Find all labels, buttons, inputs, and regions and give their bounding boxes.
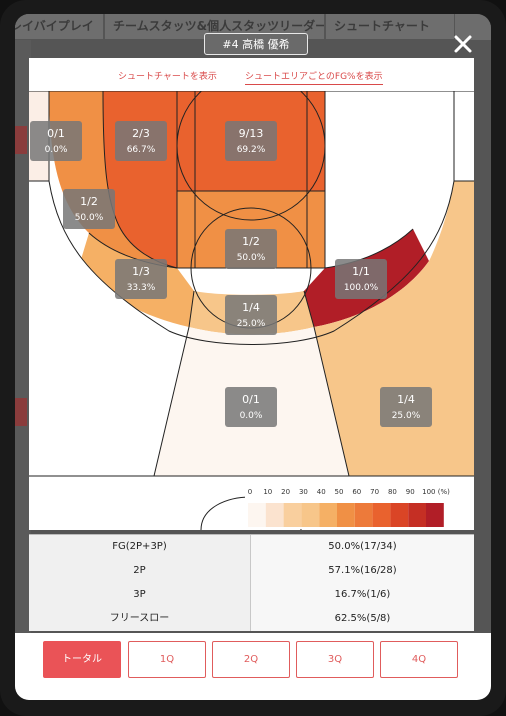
fg-stats-table: FG(2P+3P) 50.0%(17/34) 2P 57.1%(16/28) 3…: [29, 534, 474, 635]
table-row: 2P 57.1%(16/28): [29, 559, 474, 583]
svg-text:1/2: 1/2: [242, 235, 260, 248]
svg-text:25.0%: 25.0%: [237, 319, 266, 329]
zone-labels: 0/1 0.0% 2/3 66.7% 9/13 69.2% 1/2 50.0%: [30, 121, 432, 427]
quarter-3-button[interactable]: 3Q: [296, 641, 374, 678]
zone-label-paint-center: 1/2 50.0%: [225, 229, 277, 269]
legend-tick-label: 50: [335, 488, 344, 496]
legend-tick-label: 90: [406, 488, 415, 496]
svg-text:1/4: 1/4: [397, 393, 415, 406]
background-tab-playbyplay: レイバイプレイ: [15, 14, 104, 40]
stat-label: 2P: [29, 559, 251, 583]
table-row: 3P 16.7%(1/6): [29, 583, 474, 607]
svg-text:0.0%: 0.0%: [45, 145, 68, 155]
legend-swatch: [390, 503, 409, 527]
svg-text:69.2%: 69.2%: [237, 145, 266, 155]
zone-label-right-wing-mid: 1/1 100.0%: [335, 259, 387, 299]
modal-header: #4 高橋 優希: [15, 32, 491, 62]
svg-text:50.0%: 50.0%: [75, 213, 104, 223]
background-marker: [15, 398, 27, 426]
zone-label-left-paint-mid: 2/3 66.7%: [115, 121, 167, 161]
stat-value: 16.7%(1/6): [251, 583, 474, 607]
stat-value: 62.5%(5/8): [251, 607, 474, 631]
svg-text:9/13: 9/13: [239, 127, 264, 140]
toggle-card: シュートチャートを表示 シュートエリアごとのFG%を表示: [29, 58, 474, 91]
zone-label-right-wing-3: 1/4 25.0%: [380, 387, 432, 427]
legend-tick-label: 0: [248, 488, 252, 496]
zone-right-wing-3[interactable]: [314, 181, 474, 476]
legend-tick-label: 40: [317, 488, 326, 496]
show-fg-by-area-link[interactable]: シュートエリアごとのFG%を表示: [245, 69, 383, 85]
legend-swatch: [354, 503, 373, 527]
svg-text:66.7%: 66.7%: [127, 145, 156, 155]
quarter-1-button[interactable]: 1Q: [128, 641, 206, 678]
quarter-4-button[interactable]: 4Q: [380, 641, 458, 678]
zone-label-left-baseline-mid: 1/2 50.0%: [63, 189, 115, 229]
stat-label: フリースロー: [29, 607, 251, 631]
legend-swatch: [319, 503, 337, 527]
svg-text:0/1: 0/1: [47, 127, 65, 140]
background-sidebar: [15, 40, 31, 700]
svg-text:100.0%: 100.0%: [344, 283, 379, 293]
shot-zone-court: 0/1 0.0% 2/3 66.7% 9/13 69.2% 1/2 50.0%: [29, 91, 474, 530]
table-row: フリースロー 62.5%(5/8): [29, 607, 474, 631]
quarter-2-button[interactable]: 2Q: [212, 641, 290, 678]
zone-label-left-wing-mid: 1/3 33.3%: [115, 259, 167, 299]
svg-text:0/1: 0/1: [242, 393, 260, 406]
legend-swatch: [283, 503, 302, 527]
svg-text:1/4: 1/4: [242, 301, 260, 314]
table-row: FG(2P+3P) 50.0%(17/34): [29, 535, 474, 559]
legend-swatch: [426, 503, 444, 527]
legend-swatch: [372, 503, 391, 527]
zone-left-wing-3[interactable]: [29, 181, 169, 476]
quarter-button-bar: トータル 1Q 2Q 3Q 4Q: [15, 633, 491, 700]
player-name-label: #4 高橋 優希: [204, 33, 308, 55]
stat-label: FG(2P+3P): [29, 535, 251, 559]
background-marker: [15, 126, 27, 154]
fg-color-legend: 0 10 20 30 40 50 60 70 80 90 100 (%): [245, 483, 465, 529]
svg-text:1/2: 1/2: [80, 195, 98, 208]
svg-text:1/3: 1/3: [132, 265, 150, 278]
legend-tick-label: 70: [370, 488, 379, 496]
zone-right-corner-3[interactable]: [454, 91, 474, 181]
show-shot-chart-link[interactable]: シュートチャートを表示: [118, 72, 217, 82]
zone-label-restricted-area: 9/13 69.2%: [225, 121, 277, 161]
legend-tick-label: 10: [263, 488, 272, 496]
total-button[interactable]: トータル: [43, 641, 121, 678]
legend-tick-label: 100 (%): [422, 488, 450, 496]
background-tab-shot-chart: シュートチャート: [325, 14, 455, 40]
legend-swatch: [301, 503, 320, 527]
svg-text:1/1: 1/1: [352, 265, 370, 278]
close-icon[interactable]: [451, 32, 475, 56]
zone-right-baseline-mid[interactable]: [325, 91, 454, 268]
svg-text:2/3: 2/3: [132, 127, 150, 140]
svg-text:0.0%: 0.0%: [240, 411, 263, 421]
screen: レイバイプレイ チームスタッツ&個人スタッツリーダース シュートチャート #4 …: [15, 14, 491, 700]
svg-text:50.0%: 50.0%: [237, 253, 266, 263]
stat-label: 3P: [29, 583, 251, 607]
legend-swatch: [248, 503, 266, 527]
legend-tick-label: 80: [388, 488, 397, 496]
legend-swatch: [265, 503, 284, 527]
zone-label-top-3: 0/1 0.0%: [225, 387, 277, 427]
zone-label-top-key-mid: 1/4 25.0%: [225, 295, 277, 335]
legend-tick-label: 30: [299, 488, 308, 496]
legend-swatch: [408, 503, 426, 527]
svg-text:33.3%: 33.3%: [127, 283, 156, 293]
svg-text:25.0%: 25.0%: [392, 411, 421, 421]
stat-value: 50.0%(17/34): [251, 535, 474, 559]
zone-label-left-corner-3: 0/1 0.0%: [30, 121, 82, 161]
legend-tick-label: 60: [352, 488, 361, 496]
legend-tick-label: 20: [281, 488, 290, 496]
stat-value: 57.1%(16/28): [251, 559, 474, 583]
legend-swatch: [337, 503, 355, 527]
